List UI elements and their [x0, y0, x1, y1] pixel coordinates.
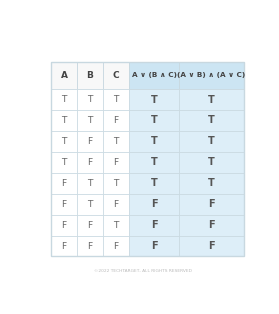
Text: ©2022 TECHTARGET, ALL RIGHTS RESERVED: ©2022 TECHTARGET, ALL RIGHTS RESERVED: [94, 269, 192, 273]
FancyBboxPatch shape: [103, 194, 129, 215]
Text: F: F: [61, 200, 67, 209]
Text: F: F: [114, 116, 119, 125]
FancyBboxPatch shape: [51, 62, 77, 89]
FancyBboxPatch shape: [179, 152, 244, 173]
Text: T: T: [61, 116, 67, 125]
FancyBboxPatch shape: [103, 131, 129, 152]
FancyBboxPatch shape: [77, 152, 103, 173]
FancyBboxPatch shape: [179, 131, 244, 152]
FancyBboxPatch shape: [77, 62, 103, 89]
FancyBboxPatch shape: [179, 194, 244, 215]
Text: T: T: [113, 179, 119, 188]
Text: B: B: [86, 71, 93, 80]
Text: T: T: [151, 157, 157, 167]
Text: F: F: [151, 220, 157, 230]
FancyBboxPatch shape: [51, 236, 77, 257]
FancyBboxPatch shape: [179, 89, 244, 110]
FancyBboxPatch shape: [129, 152, 179, 173]
FancyBboxPatch shape: [103, 110, 129, 131]
FancyBboxPatch shape: [129, 194, 179, 215]
FancyBboxPatch shape: [77, 215, 103, 236]
Text: T: T: [151, 136, 157, 146]
Text: T: T: [61, 95, 67, 104]
FancyBboxPatch shape: [103, 173, 129, 194]
FancyBboxPatch shape: [129, 89, 179, 110]
FancyBboxPatch shape: [103, 152, 129, 173]
FancyBboxPatch shape: [77, 173, 103, 194]
Text: F: F: [114, 241, 119, 251]
FancyBboxPatch shape: [51, 131, 77, 152]
FancyBboxPatch shape: [51, 194, 77, 215]
Text: T: T: [113, 137, 119, 146]
Text: T: T: [61, 137, 67, 146]
FancyBboxPatch shape: [77, 194, 103, 215]
Text: T: T: [208, 157, 215, 167]
FancyBboxPatch shape: [103, 62, 129, 89]
Text: T: T: [87, 179, 93, 188]
Text: F: F: [61, 221, 67, 230]
Text: T: T: [208, 136, 215, 146]
Text: T: T: [208, 178, 215, 188]
FancyBboxPatch shape: [51, 110, 77, 131]
FancyBboxPatch shape: [51, 215, 77, 236]
Text: F: F: [88, 241, 93, 251]
Text: F: F: [61, 241, 67, 251]
FancyBboxPatch shape: [51, 173, 77, 194]
Text: T: T: [113, 95, 119, 104]
FancyBboxPatch shape: [103, 236, 129, 257]
FancyBboxPatch shape: [179, 173, 244, 194]
Text: T: T: [113, 221, 119, 230]
Text: T: T: [87, 95, 93, 104]
Text: C: C: [113, 71, 119, 80]
Text: F: F: [208, 199, 215, 209]
FancyBboxPatch shape: [179, 110, 244, 131]
Text: F: F: [151, 241, 157, 251]
FancyBboxPatch shape: [77, 110, 103, 131]
Text: F: F: [208, 241, 215, 251]
Text: (A ∨ B) ∧ (A ∨ C): (A ∨ B) ∧ (A ∨ C): [177, 73, 246, 78]
Text: F: F: [151, 199, 157, 209]
FancyBboxPatch shape: [179, 62, 244, 89]
FancyBboxPatch shape: [77, 131, 103, 152]
Text: A ∨ (B ∧ C): A ∨ (B ∧ C): [131, 73, 177, 78]
FancyBboxPatch shape: [129, 131, 179, 152]
Text: F: F: [114, 200, 119, 209]
Text: T: T: [151, 95, 157, 105]
FancyBboxPatch shape: [77, 89, 103, 110]
Text: F: F: [88, 221, 93, 230]
FancyBboxPatch shape: [129, 215, 179, 236]
Text: T: T: [208, 116, 215, 126]
Text: F: F: [61, 179, 67, 188]
FancyBboxPatch shape: [51, 89, 77, 110]
Text: T: T: [87, 200, 93, 209]
Text: T: T: [87, 116, 93, 125]
Text: F: F: [88, 137, 93, 146]
Text: T: T: [208, 95, 215, 105]
FancyBboxPatch shape: [129, 173, 179, 194]
FancyBboxPatch shape: [77, 236, 103, 257]
FancyBboxPatch shape: [129, 236, 179, 257]
Text: F: F: [114, 158, 119, 167]
Text: F: F: [88, 158, 93, 167]
FancyBboxPatch shape: [129, 110, 179, 131]
Text: F: F: [208, 220, 215, 230]
Text: T: T: [151, 116, 157, 126]
Text: T: T: [61, 158, 67, 167]
FancyBboxPatch shape: [179, 215, 244, 236]
FancyBboxPatch shape: [103, 215, 129, 236]
Text: A: A: [61, 71, 68, 80]
FancyBboxPatch shape: [179, 236, 244, 257]
FancyBboxPatch shape: [51, 152, 77, 173]
Text: T: T: [151, 178, 157, 188]
FancyBboxPatch shape: [103, 89, 129, 110]
FancyBboxPatch shape: [129, 62, 179, 89]
